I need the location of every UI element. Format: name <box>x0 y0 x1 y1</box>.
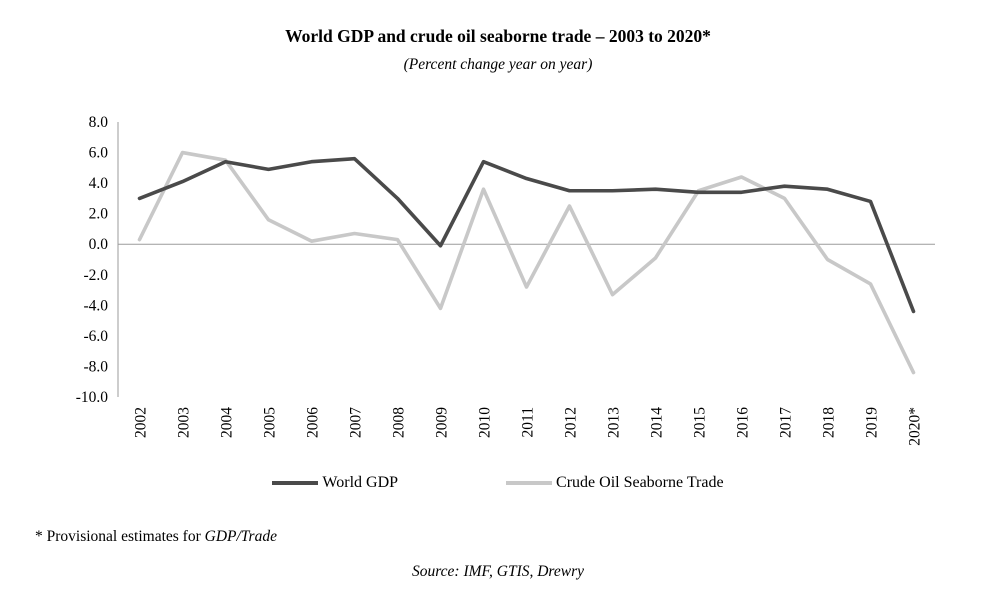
x-tick-label: 2020* <box>907 407 924 446</box>
x-tick-label: 2009 <box>434 407 451 438</box>
x-tick-label: 2013 <box>606 407 623 438</box>
x-tick-label: 2007 <box>348 407 365 438</box>
x-tick-label: 2004 <box>219 407 236 438</box>
y-tick-label: 8.0 <box>89 114 109 131</box>
y-tick-label: -10.0 <box>76 389 109 406</box>
y-tick-label: 0.0 <box>89 236 109 253</box>
chart-legend: World GDP Crude Oil Seaborne Trade <box>0 474 996 492</box>
x-tick-label: 2010 <box>477 407 494 438</box>
x-tick-label: 2002 <box>133 407 150 438</box>
footnote: * Provisional estimates for GDP/Trade <box>35 528 277 546</box>
legend-swatch-world-gdp <box>272 481 319 485</box>
chart-title: World GDP and crude oil seaborne trade –… <box>285 26 711 46</box>
series-line-world-gdp <box>137 156 916 314</box>
y-tick-label: 2.0 <box>89 206 109 223</box>
x-tick-label: 2017 <box>778 407 795 438</box>
legend-item-crude-oil: Crude Oil Seaborne Trade <box>506 474 724 492</box>
x-tick-label: 2003 <box>176 407 193 438</box>
footnote-italic-text: GDP/Trade <box>204 528 277 545</box>
x-tick-label: 2016 <box>735 407 752 438</box>
legend-item-world-gdp: World GDP <box>272 474 398 492</box>
series-line-crude-oil-seaborne-trade <box>137 150 916 375</box>
x-tick-label: 2019 <box>864 407 881 438</box>
x-tick-label: 2006 <box>305 407 322 438</box>
legend-label-world-gdp: World GDP <box>322 474 399 491</box>
legend-label-crude-oil: Crude Oil Seaborne Trade <box>556 474 724 491</box>
x-tick-label: 2014 <box>649 407 666 438</box>
y-tick-label: 4.0 <box>89 175 109 192</box>
x-tick-label: 2008 <box>391 407 408 438</box>
x-tick-label: 2012 <box>563 407 580 438</box>
y-tick-label: -6.0 <box>83 328 108 345</box>
y-tick-label: -8.0 <box>83 358 108 375</box>
chart-subtitle: (Percent change year on year) <box>403 56 593 73</box>
x-tick-label: 2011 <box>520 407 537 437</box>
y-tick-label: -4.0 <box>83 297 108 314</box>
y-tick-label: 6.0 <box>89 145 109 162</box>
legend-swatch-crude-oil <box>506 481 553 485</box>
line-chart: 8.0 6.0 4.0 2.0 0.0 -2.0 -4.0 -6.0 -8.0 -10.0 2002… <box>76 114 935 446</box>
source-line: Source: IMF, GTIS, Drewry <box>411 563 585 580</box>
x-tick-label: 2005 <box>262 407 279 438</box>
x-tick-label: 2015 <box>692 407 709 438</box>
x-tick-label: 2018 <box>821 407 838 438</box>
y-tick-label: -2.0 <box>83 267 108 284</box>
footnote-text: * Provisional estimates for <box>35 528 205 545</box>
